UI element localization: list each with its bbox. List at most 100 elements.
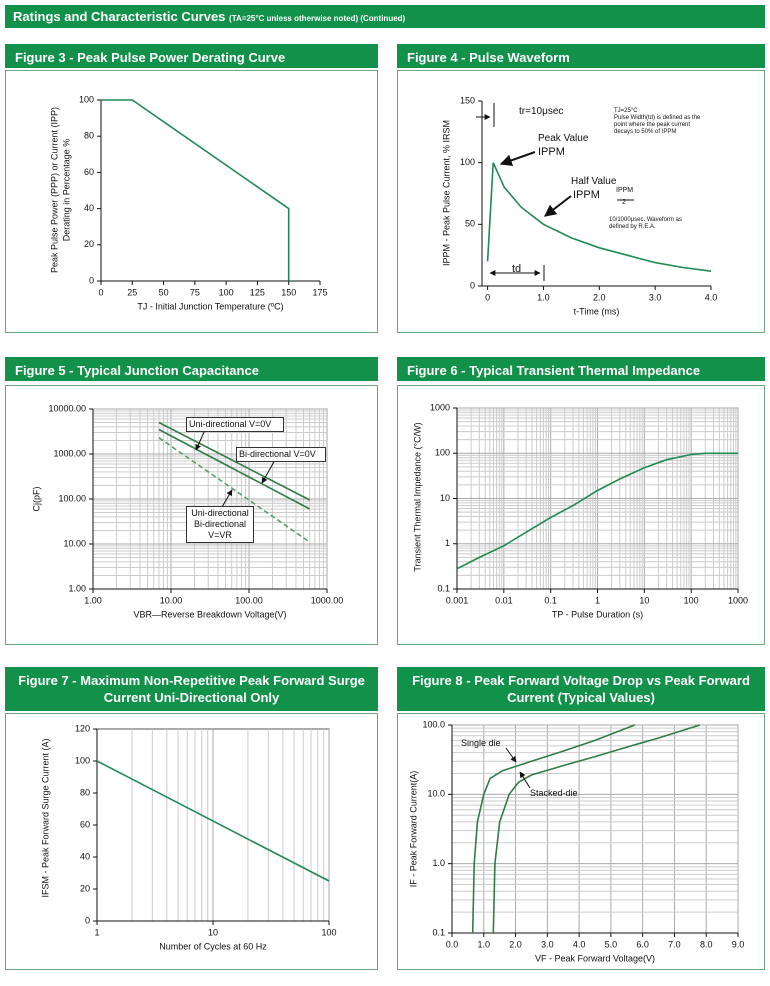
series-line (486, 162, 712, 272)
annotation-arrow (221, 489, 233, 508)
x-tick-label: 1.0 (478, 939, 491, 949)
y-tick-label: 10.00 (63, 538, 86, 548)
x-tick-label: 1 (94, 927, 99, 937)
series-line (456, 452, 738, 570)
x-tick-label: 175 (312, 287, 327, 297)
series-label: Uni-directional Bi-directional V=VR (186, 506, 254, 543)
y-tick-label: 1 (445, 538, 450, 548)
x-tick-label: 100.00 (235, 595, 263, 605)
x-tick-label: 7.0 (668, 939, 681, 949)
x-axis-label: Number of Cycles at 60 Hz (159, 941, 267, 951)
x-tick-label: 8.0 (700, 939, 713, 949)
x-tick-label: 0 (98, 287, 103, 297)
figure-title: Figure 7 - Maximum Non-Repetitive Peak F… (5, 667, 378, 711)
annotation: IPPM (538, 146, 565, 158)
y-tick-label: 100 (435, 448, 450, 458)
annotation-arrow (505, 747, 517, 763)
x-tick-label: 4.0 (705, 292, 718, 302)
y-tick-label: 100 (75, 755, 90, 765)
x-tick-label: 75 (190, 287, 200, 297)
y-tick-label: 100 (460, 157, 475, 167)
panel (5, 713, 378, 970)
x-tick-label: 10 (639, 595, 649, 605)
x-tick-label: 1000.00 (311, 595, 344, 605)
series-line (492, 724, 701, 934)
y-tick-label: 0.1 (432, 927, 445, 937)
x-tick-label: 6.0 (636, 939, 649, 949)
y-tick-label: 20 (80, 883, 90, 893)
y-tick-label: 1.00 (68, 583, 86, 593)
annotation-arrow (519, 771, 531, 789)
x-tick-label: 2.0 (593, 292, 606, 302)
y-tick-label: 1000 (430, 402, 450, 412)
y-tick-label: 50 (465, 219, 475, 229)
y-tick-label: 0 (89, 275, 94, 285)
panel (397, 385, 765, 645)
y-axis-label: Transient Thermal Impedance (°C/W) (412, 422, 422, 571)
panel (5, 385, 378, 645)
header-note: (TA=25°C unless otherwise noted) (Contin… (229, 14, 406, 23)
x-axis-label: VBR—Reverse Breakdown Voltage(V) (133, 609, 286, 619)
x-axis-label: t-Time (ms) (574, 306, 620, 316)
panel (397, 70, 765, 333)
x-tick-label: 150 (281, 287, 296, 297)
panel (5, 70, 378, 333)
x-tick-label: 10.00 (160, 595, 183, 605)
annotation: 10/1000μsec. Waveform as defined by R.E.… (609, 217, 682, 230)
x-tick-label: 5.0 (605, 939, 618, 949)
y-axis-label: IFSM - Peak Forward Surge Current (A) (40, 738, 50, 897)
x-tick-label: 1000 (728, 595, 748, 605)
y-axis-label: Peak Pulse Power (PPP) or Current (IPP) (49, 107, 59, 273)
annotation-arrow (499, 151, 536, 167)
x-tick-label: 1.00 (84, 595, 102, 605)
figure-title: Figure 3 - Peak Pulse Power Derating Cur… (5, 44, 378, 68)
y-tick-label: 10.0 (427, 789, 445, 799)
x-tick-label: 2.0 (509, 939, 522, 949)
figure-title: Figure 4 - Pulse Waveform (397, 44, 765, 68)
x-tick-label: 125 (250, 287, 265, 297)
x-axis-label: VF - Peak Forward Voltage(V) (535, 953, 655, 963)
x-tick-label: 0.0 (446, 939, 459, 949)
x-tick-label: 10 (208, 927, 218, 937)
x-tick-label: 100 (684, 595, 699, 605)
x-tick-label: 100 (219, 287, 234, 297)
header-bar: Ratings and Characteristic Curves (TA=25… (5, 5, 765, 28)
y-tick-label: 120 (75, 723, 90, 733)
series-label: Stacked-die (530, 788, 578, 798)
series-label: Uni-directional V=0V (186, 417, 284, 432)
x-tick-label: 4.0 (573, 939, 586, 949)
y-axis-label: IF - Peak Forward Current(A) (408, 771, 418, 888)
annotation: Pulse Width(td) is defined as the point … (614, 115, 701, 135)
annotation: td (512, 263, 522, 275)
x-tick-label: 0.01 (495, 595, 513, 605)
annotation-arrow (261, 459, 276, 484)
y-tick-label: 100.00 (58, 493, 86, 503)
y-tick-label: 1000.00 (53, 448, 86, 458)
y-tick-label: 60 (80, 819, 90, 829)
y-tick-label: 1.0 (432, 858, 445, 868)
y-axis-label: Cj(pF) (31, 487, 41, 512)
y-axis-label: Derating in Percentage % (61, 139, 71, 242)
series-line (101, 99, 290, 281)
panel (397, 713, 765, 970)
x-tick-label: 0.001 (446, 595, 469, 605)
series-line (158, 428, 311, 510)
y-tick-label: 40 (84, 203, 94, 213)
y-tick-label: 10 (440, 493, 450, 503)
y-tick-label: 80 (80, 787, 90, 797)
x-axis-label: TP - Pulse Duration (s) (552, 609, 643, 619)
annotation: Peak Value (538, 133, 589, 144)
annotation: Half Value (571, 176, 617, 187)
y-axis-label: IPPM - Peak Pulse Current, % IRSM (441, 120, 451, 266)
x-tick-label: 1 (595, 595, 600, 605)
annotation: IPPM (616, 187, 634, 194)
y-tick-label: 0.1 (437, 583, 450, 593)
annotation: TJ=25°C (614, 108, 638, 114)
series-label: Single die (461, 738, 501, 748)
y-tick-label: 80 (84, 131, 94, 141)
x-tick-label: 100 (321, 927, 336, 937)
figure-title: Figure 6 - Typical Transient Thermal Imp… (397, 357, 765, 381)
x-tick-label: 25 (127, 287, 137, 297)
